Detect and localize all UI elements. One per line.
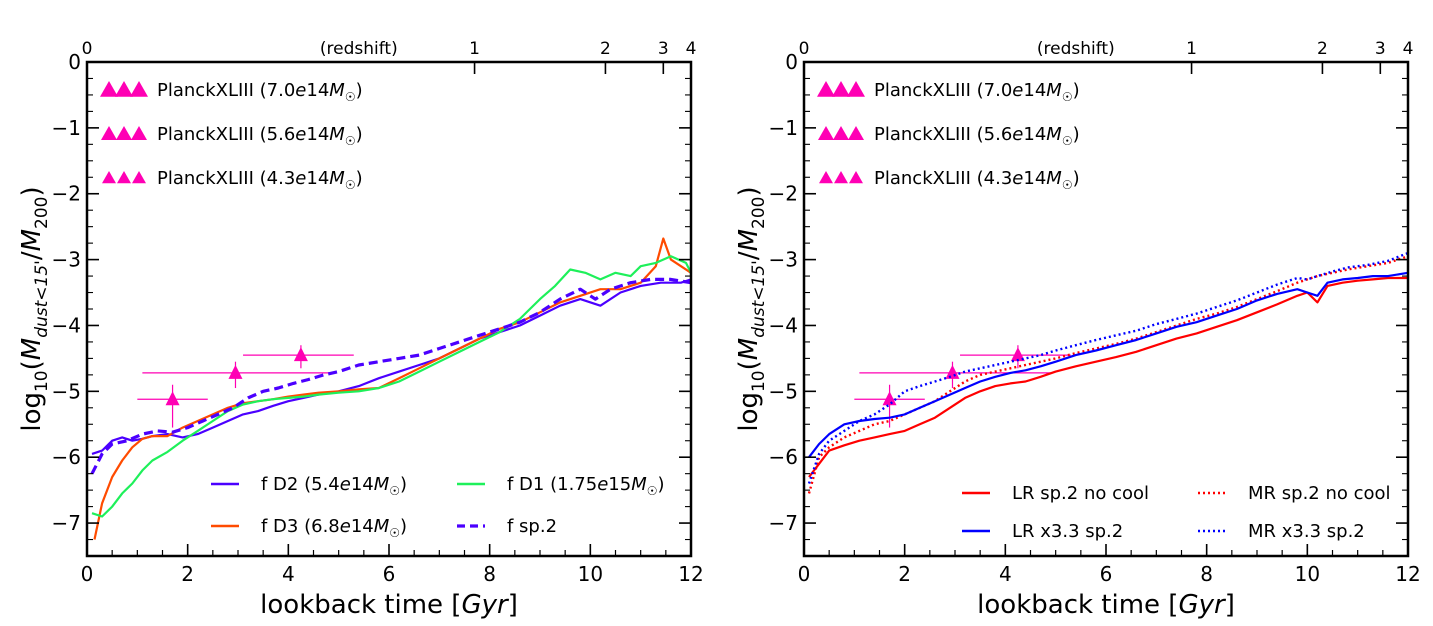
obs-marker-1 xyxy=(228,364,243,379)
x-tick-label: 2 xyxy=(181,562,194,586)
series-group xyxy=(807,251,1408,494)
y-tick-label: 0 xyxy=(785,50,798,74)
x-tick-label: 0 xyxy=(81,562,94,586)
legend-label: f D3 (6.8e14M☉) xyxy=(261,516,407,540)
x-tick-label: 12 xyxy=(1395,562,1420,586)
series-line-mr-sp-2-no-cool xyxy=(807,255,1408,494)
series-line-lr-sp-2-no-cool xyxy=(808,276,1408,478)
y-tick-label: −1 xyxy=(769,116,798,140)
legend-obs-label: PlanckXLIII (5.6e14M☉) xyxy=(874,124,1080,148)
x-tick-label: 0 xyxy=(798,562,811,586)
legend-obs-marker xyxy=(847,81,865,97)
legend-obs-marker xyxy=(132,171,146,184)
legend-obs-marker xyxy=(818,126,834,140)
top-tick-label: 2 xyxy=(1317,39,1328,59)
y-tick-label: −7 xyxy=(769,511,798,535)
x-tick-label: 6 xyxy=(383,562,396,586)
y-axis-title: log10(Mdust<15'/M200) xyxy=(17,186,52,431)
legend-obs-marker xyxy=(849,171,863,184)
y-axis-title: log10(Mdust<15'/M200) xyxy=(734,186,769,431)
y-tick-label: −4 xyxy=(52,313,81,337)
x-tick-label: 10 xyxy=(1295,562,1320,586)
legend-obs-marker xyxy=(117,171,131,184)
top-tick-label: 0 xyxy=(82,39,93,59)
legend-obs-marker xyxy=(131,126,147,140)
y-tick-label: −7 xyxy=(52,511,81,535)
obs-marker-2 xyxy=(165,391,180,406)
x-tick-label: 8 xyxy=(483,562,496,586)
top-tick-label: 3 xyxy=(1375,39,1386,59)
y-tick-label: −3 xyxy=(769,248,798,272)
obs-marker-0 xyxy=(293,347,308,362)
x-axis-title: lookback time [Gyr] xyxy=(260,590,518,620)
legend-obs-marker xyxy=(848,126,864,140)
legend-label: LR x3.3 sp.2 xyxy=(1012,521,1123,542)
top-tick-label: 1 xyxy=(469,39,480,59)
y-tick-label: −6 xyxy=(52,445,81,469)
x-tick-label: 8 xyxy=(1200,562,1213,586)
legend-label: LR sp.2 no cool xyxy=(1012,483,1149,504)
x-tick-label: 12 xyxy=(678,562,703,586)
series-line-mr-x3-3-sp-2 xyxy=(807,251,1408,484)
legend-obs-label: PlanckXLIII (4.3e14M☉) xyxy=(157,168,363,192)
y-tick-label: −1 xyxy=(52,116,81,140)
y-tick-label: −2 xyxy=(52,182,81,206)
y-tick-label: −3 xyxy=(52,248,81,272)
top-axis-title: (redshift) xyxy=(1037,39,1115,59)
top-axis-title: (redshift) xyxy=(320,39,398,59)
series-line-lr-x3-3-sp-2 xyxy=(808,271,1408,458)
legend-label: f D2 (5.4e14M☉) xyxy=(261,474,407,498)
obs-marker-0 xyxy=(1010,347,1025,362)
legend-obs-marker xyxy=(100,81,118,97)
legend-label: MR sp.2 no cool xyxy=(1248,483,1391,504)
top-tick-label: 1 xyxy=(1186,39,1197,59)
y-tick-label: −6 xyxy=(769,445,798,469)
x-tick-label: 10 xyxy=(578,562,603,586)
y-tick-label: 0 xyxy=(68,50,81,74)
top-tick-label: 4 xyxy=(686,39,697,59)
panel-right: 0 2 4 6 8 10 120−1−2−3−4−5−6−70 1 2 3 4(redshift)l… xyxy=(734,39,1421,620)
legend-obs-marker xyxy=(817,81,835,97)
legend-obs-marker xyxy=(834,171,848,184)
x-tick-label: 6 xyxy=(1100,562,1113,586)
legend-obs-marker xyxy=(115,81,133,97)
legend-obs-marker xyxy=(832,81,850,97)
top-tick-label: 4 xyxy=(1403,39,1414,59)
legend-obs-label: PlanckXLIII (5.6e14M☉) xyxy=(157,124,363,148)
legend-obs-marker xyxy=(101,126,117,140)
y-tick-label: −4 xyxy=(769,313,798,337)
legend-obs-marker xyxy=(833,126,849,140)
series-line-f-d3-6-8e14m- xyxy=(93,237,691,540)
x-tick-label: 2 xyxy=(898,562,911,586)
top-tick-label: 3 xyxy=(658,39,669,59)
legend-obs-marker xyxy=(819,171,833,184)
legend-obs-marker xyxy=(130,81,148,97)
x-tick-label: 4 xyxy=(282,562,295,586)
legend-obs-label: PlanckXLIII (7.0e14M☉) xyxy=(157,80,363,104)
top-tick-label: 0 xyxy=(799,39,810,59)
panel-left: 0 2 4 6 8 10 120−1−2−3−4−5−6−70 1 2 3 4(redshift)l… xyxy=(17,39,704,620)
x-tick-label: 4 xyxy=(999,562,1012,586)
top-tick-label: 2 xyxy=(600,39,611,59)
legend-obs-marker xyxy=(116,126,132,140)
legend-obs-label: PlanckXLIII (7.0e14M☉) xyxy=(874,80,1080,104)
legend-obs-label: PlanckXLIII (4.3e14M☉) xyxy=(874,168,1080,192)
y-tick-label: −5 xyxy=(769,379,798,403)
series-line-f-sp-2 xyxy=(90,277,691,475)
obs-marker-2 xyxy=(882,391,897,406)
legend-obs-marker xyxy=(102,171,116,184)
obs-marker-1 xyxy=(945,364,960,379)
legend-label: f D1 (1.75e15M☉) xyxy=(507,474,665,498)
y-tick-label: −5 xyxy=(52,379,81,403)
legend-label: f sp.2 xyxy=(507,516,557,537)
legend-label: MR x3.3 sp.2 xyxy=(1248,521,1365,542)
x-axis-title: lookback time [Gyr] xyxy=(977,590,1235,620)
y-tick-label: −2 xyxy=(769,182,798,206)
series-group xyxy=(90,237,691,540)
series-line-f-d1-1-75e15m- xyxy=(91,255,691,518)
